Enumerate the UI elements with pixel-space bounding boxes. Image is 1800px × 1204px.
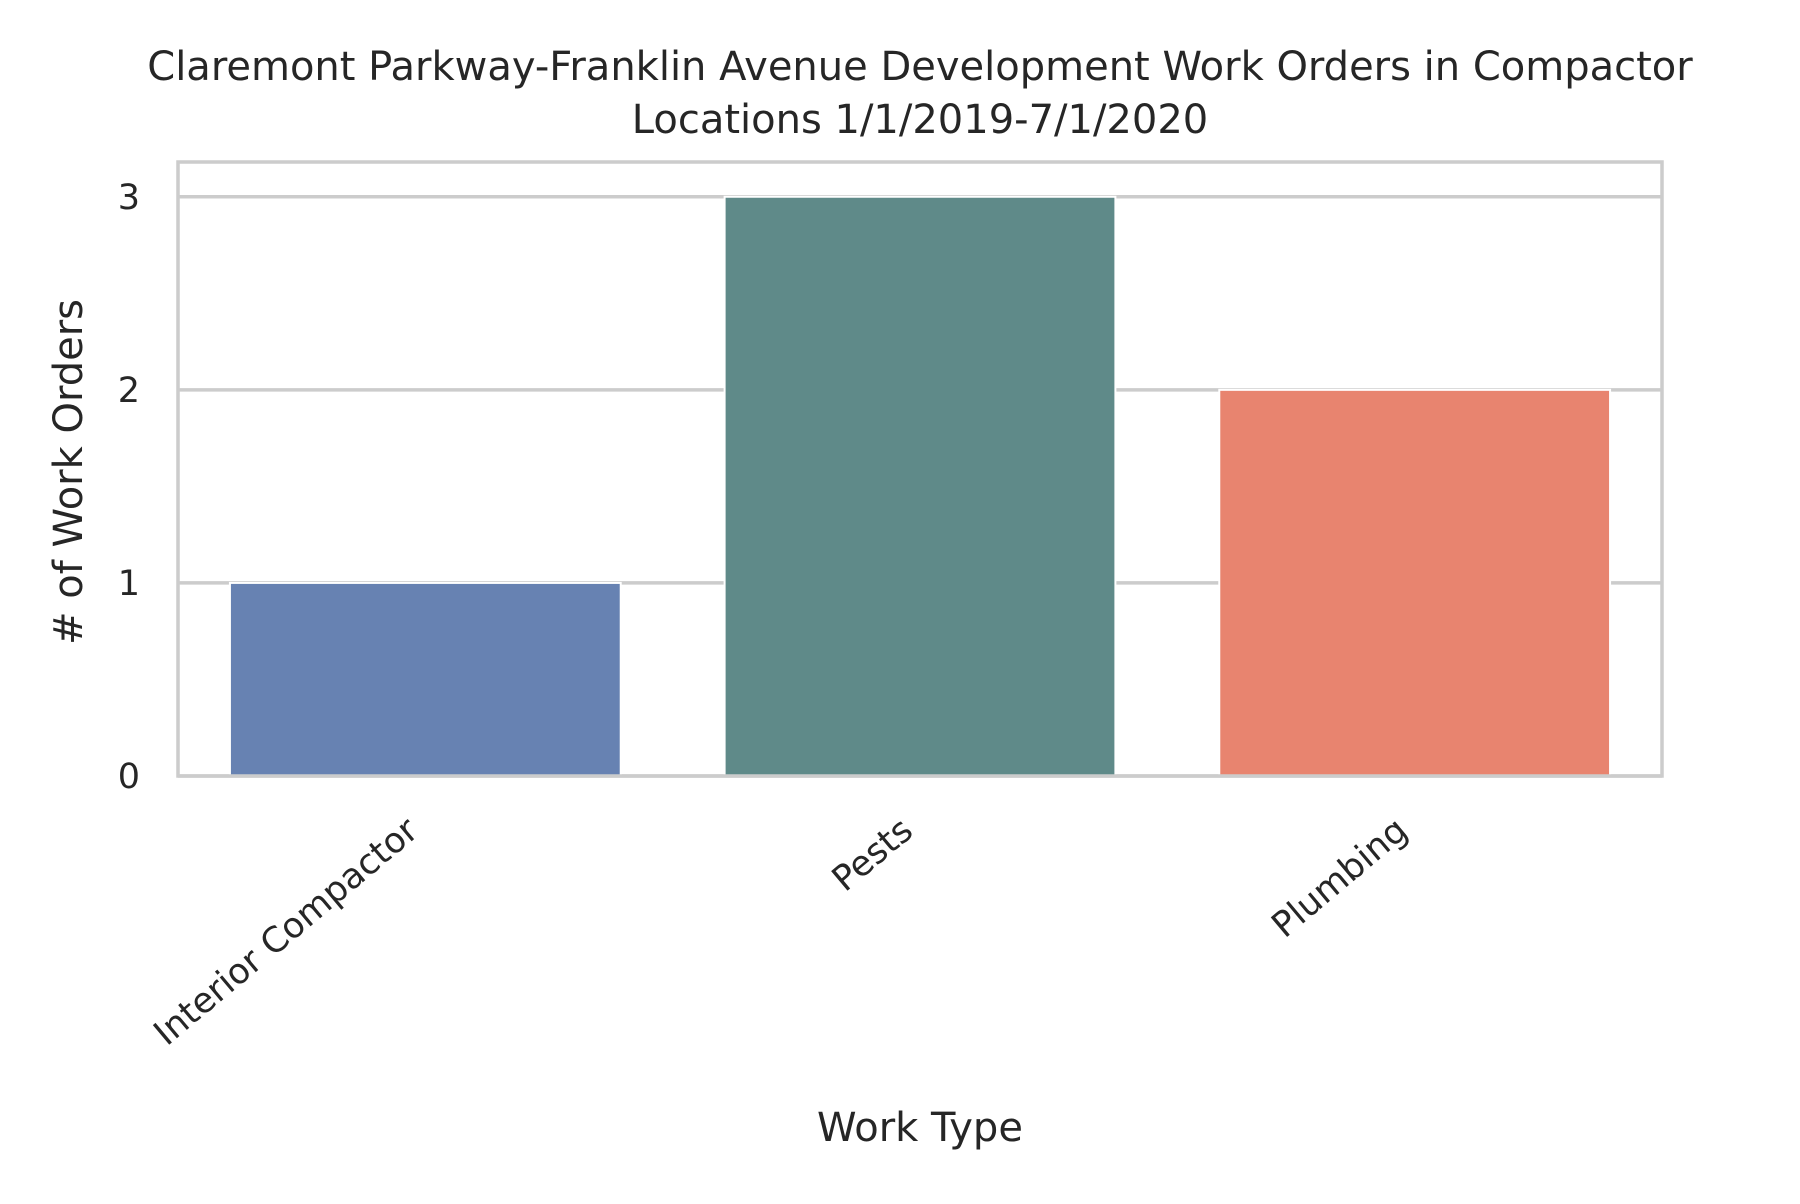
y-tick-label: 2 — [118, 371, 140, 411]
y-axis-label: # of Work Orders — [46, 299, 92, 645]
x-axis-label: Work Type — [817, 1105, 1023, 1151]
plot-frame — [176, 160, 1664, 778]
chart-title-line-2: Locations 1/1/2019-7/1/2020 — [632, 97, 1208, 143]
bars — [228, 195, 1612, 778]
chart-title-line-1: Claremont Parkway-Franklin Avenue Develo… — [147, 44, 1693, 90]
y-tick-label: 0 — [118, 757, 140, 797]
y-tick-labels: 0 1 2 3 — [118, 178, 140, 797]
y-tick-label: 1 — [118, 564, 140, 604]
bar-plumbing — [1218, 388, 1612, 777]
y-tick-label: 3 — [118, 178, 140, 218]
bar-interior-compactor — [228, 581, 622, 777]
bar-pests — [723, 195, 1117, 778]
